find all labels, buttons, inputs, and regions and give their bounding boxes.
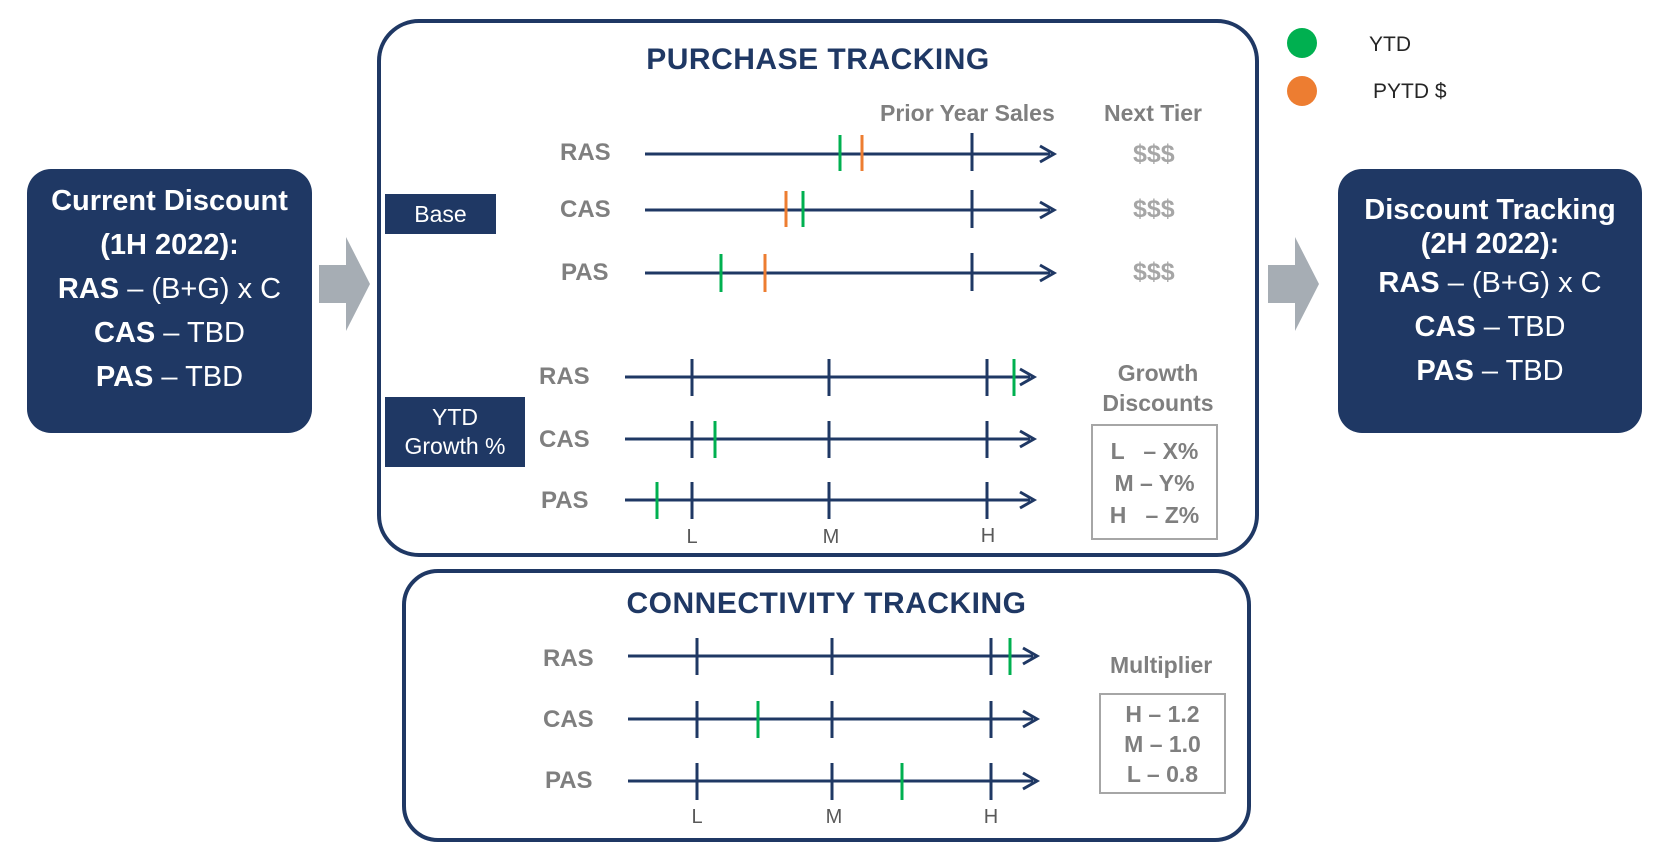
current-discount-period: (1H 2022): xyxy=(100,229,239,261)
growth-discounts-label-line2: Discounts xyxy=(1102,390,1214,416)
growth-discounts-key: L – X% M – Y% H – Z% xyxy=(1091,424,1218,540)
conn-row-label-cas: CAS xyxy=(543,706,594,733)
connectivity-tracking-title: CONNECTIVITY TRACKING xyxy=(626,587,1027,620)
discount-tracking-title: Discount Tracking xyxy=(1364,194,1616,226)
purchase-tracking-title: PURCHASE TRACKING xyxy=(646,43,990,76)
prior-year-sales-label: Prior Year Sales xyxy=(880,100,1055,126)
purchase-tracking-panel: PURCHASE TRACKING xyxy=(377,19,1259,557)
growth-discount-medium: M – Y% xyxy=(1114,470,1195,496)
growth-row-label-pas: PAS xyxy=(541,487,589,514)
current-discount-cas: CAS – TBD xyxy=(94,317,245,349)
connectivity-tracks xyxy=(628,638,1041,800)
base-tag: Base xyxy=(385,194,496,234)
next-tier-label: Next Tier xyxy=(1104,100,1203,126)
purchase-growth-tracks xyxy=(625,359,1038,519)
ytd-growth-tag: YTD Growth % xyxy=(385,397,525,467)
multiplier-medium: M – 1.0 xyxy=(1124,731,1201,757)
connectivity-tracking-panel: CONNECTIVITY TRACKING xyxy=(402,569,1251,842)
discount-tracking-ras: RAS – (B+G) x C xyxy=(1378,267,1602,299)
base-row-label-ras: RAS xyxy=(560,139,611,166)
discount-tracking-period: (2H 2022): xyxy=(1420,228,1560,260)
multiplier-high: H – 1.2 xyxy=(1125,701,1200,727)
discount-tracking-pas: PAS – TBD xyxy=(1416,355,1564,387)
conn-row-label-pas: PAS xyxy=(545,767,593,794)
growth-row-label-cas: CAS xyxy=(539,426,590,453)
growth-tick-high: H xyxy=(981,525,995,547)
conn-tick-medium: M xyxy=(826,806,843,828)
multiplier-key: H – 1.2 M – 1.0 L – 0.8 xyxy=(1099,693,1226,794)
base-row-label-cas: CAS xyxy=(560,196,611,223)
growth-discount-high: H – Z% xyxy=(1109,502,1200,528)
purchase-base-tracks xyxy=(645,133,1058,291)
ytd-legend-label: YTD xyxy=(1369,33,1411,56)
left-flow-arrow xyxy=(319,237,370,331)
growth-discount-low: L – X% xyxy=(1110,438,1199,464)
right-flow-arrow xyxy=(1268,237,1319,331)
pytd-legend-dot xyxy=(1287,76,1317,106)
ytd-growth-tag-line2: Growth % xyxy=(404,433,506,459)
current-discount-title: Current Discount xyxy=(51,185,288,217)
growth-discounts-label-line1: Growth xyxy=(1117,360,1199,386)
next-tier-pas: $$$ xyxy=(1133,258,1175,286)
current-discount-pas: PAS – TBD xyxy=(95,361,244,393)
conn-tick-high: H xyxy=(984,806,998,828)
current-discount-box: Current Discount (1H 2022): RAS – (B+G) … xyxy=(27,169,312,433)
next-tier-cas: $$$ xyxy=(1133,195,1175,223)
growth-tick-low: L xyxy=(686,526,697,548)
ytd-legend-dot xyxy=(1287,28,1317,58)
ytd-growth-tag-line1: YTD xyxy=(432,404,478,430)
base-row-label-pas: PAS xyxy=(561,259,609,286)
growth-row-label-ras: RAS xyxy=(539,363,590,390)
current-discount-ras: RAS – (B+G) x C xyxy=(57,273,282,305)
discount-tracking-box: Discount Tracking (2H 2022): RAS – (B+G)… xyxy=(1338,169,1642,433)
next-tier-ras: $$$ xyxy=(1133,140,1175,168)
multiplier-low: L – 0.8 xyxy=(1126,761,1199,787)
growth-tick-medium: M xyxy=(823,526,840,548)
discount-tracking-cas: CAS – TBD xyxy=(1414,311,1566,343)
multiplier-label: Multiplier xyxy=(1110,652,1213,678)
conn-tick-low: L xyxy=(691,806,702,828)
pytd-legend-label: PYTD $ xyxy=(1373,80,1447,103)
growth-discounts-label: Growth Discounts xyxy=(1088,358,1228,418)
conn-row-label-ras: RAS xyxy=(543,645,594,672)
